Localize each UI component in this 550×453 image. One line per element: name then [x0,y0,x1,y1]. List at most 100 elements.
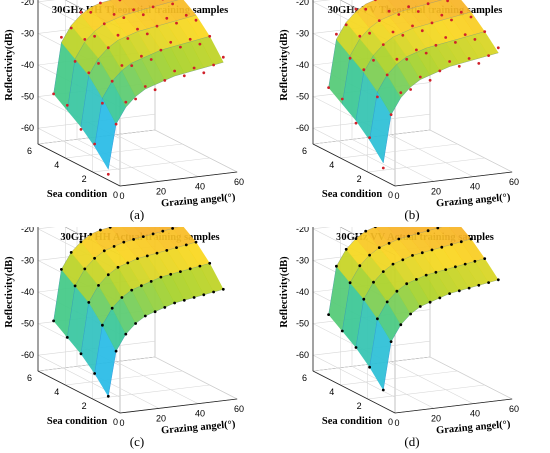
sample-point [467,286,471,290]
sample-point [444,36,448,39]
sample-point [430,21,434,25]
sample-point [93,372,96,375]
sample-point [372,58,375,62]
x-axis-label: Grazing angel(°) [161,192,237,209]
sample-point [163,306,167,309]
sample-point [399,323,403,327]
samples-c [52,227,225,398]
sample-point [405,282,409,286]
sample-point [448,292,451,295]
chart-a: 30GHz HH Theoretial training samples (a)… [4,0,244,222]
mesh-line [328,0,376,88]
z-tick-label: -60 [21,123,34,133]
sample-point [60,268,63,271]
mesh-line [67,0,179,111]
sample-point [124,100,128,104]
y-tick-label: 0 [113,417,118,427]
sample-point [358,264,362,268]
sample-point [99,228,102,232]
sample-point [101,323,104,327]
sample-point [122,16,126,19]
sample-point [411,254,414,257]
sample-point [454,41,457,44]
sample-point [97,62,100,65]
sample-point [420,251,424,255]
sample-point [143,85,147,88]
sample-point [374,227,377,229]
sample-point [385,73,389,77]
sample-point [182,298,186,302]
sample-point [145,32,149,36]
sample-point [151,5,155,9]
sample-point [161,0,164,1]
sample-point [381,43,385,46]
sample-point [134,97,138,101]
sample-point [368,31,371,35]
z-tick-label: -20 [296,0,309,7]
sample-point [145,254,149,258]
chart-d: 30GHz VV Actual training samples (d) 020… [279,227,519,449]
mesh-line [355,11,472,121]
sample-point [93,256,96,260]
sample-point [335,32,338,36]
sample-point [143,314,147,318]
z-tick-label: -40 [21,60,34,70]
sample-point [340,97,344,101]
z-tick-label: -30 [296,28,309,38]
sample-point [212,290,216,294]
sample-point [424,51,428,55]
y-axis-line [312,370,396,414]
sample-point [202,293,206,297]
z-tick-label: -40 [296,287,309,297]
sample-point [387,241,391,245]
sample-point [101,101,104,105]
sample-point [473,259,477,263]
sample-point [151,232,155,236]
y-tick-label: 2 [82,401,87,411]
x-tick-label: 60 [234,404,244,414]
sample-point [106,46,110,50]
sample-point [438,69,442,73]
sample-point [163,79,167,82]
z-tick-label: -20 [21,227,34,234]
sample-point [153,88,157,92]
chart-c: 30GHz HH Actual training samples (c) 020… [4,227,244,449]
sample-point [436,227,440,230]
sample-point [73,284,77,288]
sample-point [179,270,182,273]
x-tick-label: 0 [119,191,124,201]
x-tick-label: 40 [195,409,205,419]
sample-point [87,71,91,75]
sample-point [83,267,87,271]
surface-c [53,227,224,397]
sample-point [401,258,405,262]
x-tick-label: 40 [470,409,480,419]
sample-point [87,301,91,304]
mesh-line [80,14,197,127]
sample-point [426,229,430,233]
surface-b [328,0,499,164]
sample-point [467,57,471,60]
sample-point [391,30,395,34]
sample-point [149,280,153,283]
sample-point [97,284,100,287]
y-tick-label: 6 [27,146,32,156]
panel-b: 30GHz VV Theoretial training samples (b)… [275,0,550,226]
sample-point [399,91,403,94]
z-axis-label: Reflectivity(dB) [4,29,15,101]
sample-point [65,336,69,339]
sample-point [73,60,77,63]
sample-point [171,2,175,6]
sample-point [69,26,73,30]
x-axis-label: Grazing angel(°) [161,419,237,436]
x-tick-label: 20 [156,413,166,423]
sample-point [52,92,55,96]
sample-point [153,310,157,314]
sample-point [179,45,182,49]
x-tick-label: 0 [394,191,399,201]
z-tick-label: -30 [296,255,309,265]
